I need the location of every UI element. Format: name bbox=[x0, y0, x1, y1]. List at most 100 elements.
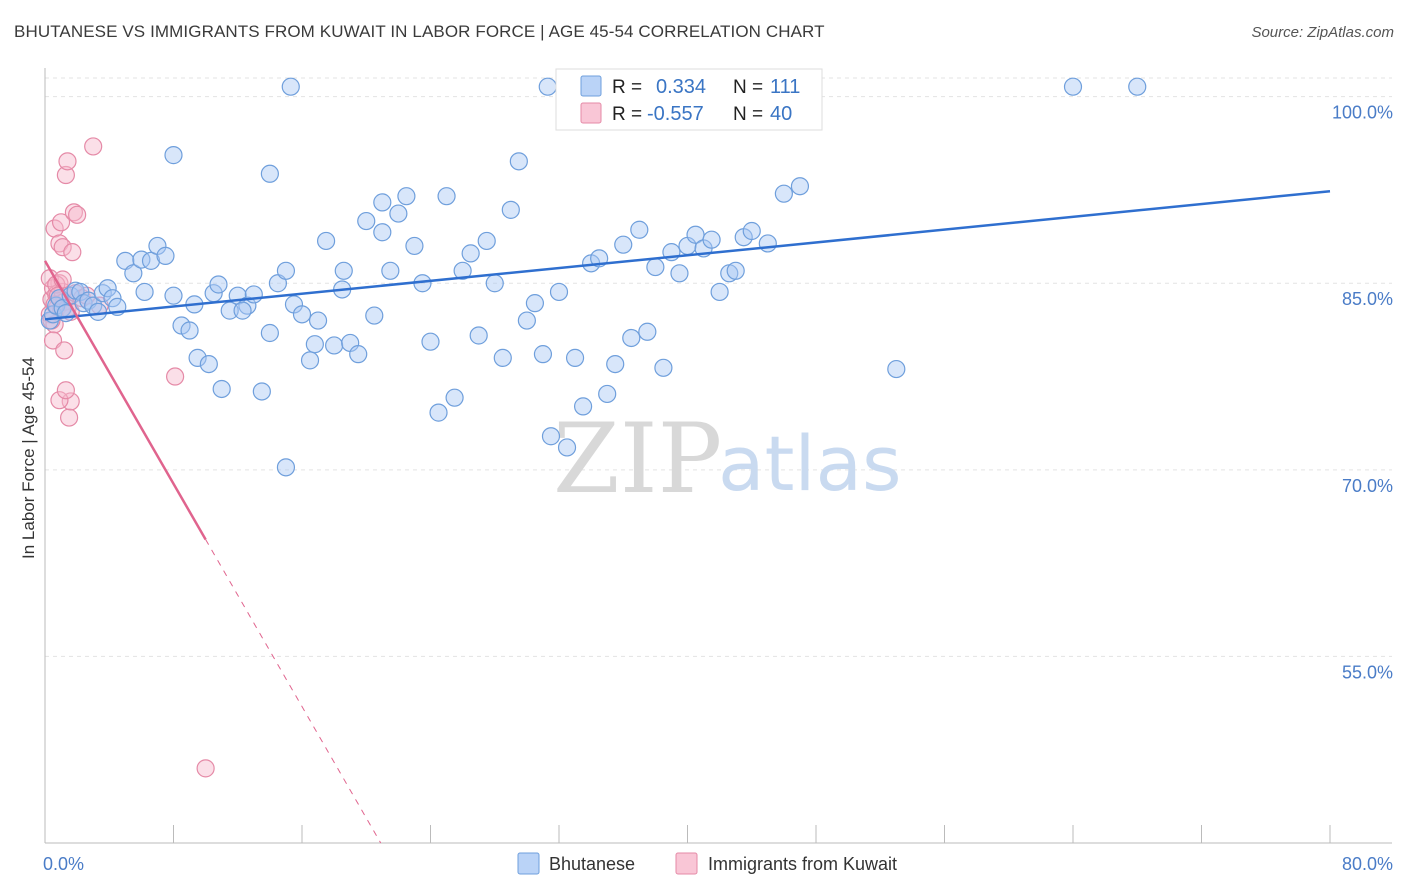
point-bhutanese bbox=[598, 384, 617, 404]
point-bhutanese bbox=[334, 261, 353, 280]
gridlines bbox=[45, 77, 1392, 657]
point-bhutanese bbox=[164, 146, 183, 165]
correlation-legend: R = 0.334 N = 111 R = -0.557 N = 40 bbox=[555, 68, 823, 131]
series-legend: Bhutanese Immigrants from Kuwait bbox=[517, 852, 897, 875]
point-bhutanese bbox=[135, 282, 154, 302]
point-bhutanese bbox=[538, 77, 557, 96]
point-bhutanese bbox=[445, 388, 464, 407]
point-bhutanese bbox=[233, 301, 252, 320]
trend-line-bhutanese bbox=[44, 189, 1331, 321]
point-bhutanese bbox=[103, 289, 122, 308]
point-bhutanese bbox=[209, 275, 228, 294]
y-tick-label: 55.0% bbox=[1342, 662, 1393, 682]
point-bhutanese bbox=[292, 305, 312, 324]
legend-r-value-bhutanese: 0.334 bbox=[656, 76, 706, 98]
point-bhutanese bbox=[1063, 77, 1083, 96]
point-immigrants-from-kuwait bbox=[64, 203, 84, 222]
point-immigrants-from-kuwait bbox=[68, 205, 87, 224]
y-tick-labels: 100.0% 85.0% 70.0% 55.0% bbox=[1332, 103, 1393, 683]
point-bhutanese bbox=[276, 261, 296, 280]
series-bhutanese bbox=[40, 77, 1147, 477]
point-bhutanese bbox=[557, 438, 577, 457]
legend-r-label-kuwait: R = bbox=[612, 104, 642, 125]
point-bhutanese bbox=[614, 235, 633, 254]
point-bhutanese bbox=[252, 382, 271, 401]
watermark-atlas: atlas bbox=[718, 419, 902, 508]
legend-n-value-kuwait: 40 bbox=[770, 103, 792, 125]
point-bhutanese bbox=[469, 326, 488, 345]
source-label: Source: ZipAtlas.com bbox=[1251, 24, 1394, 41]
point-bhutanese bbox=[276, 458, 296, 477]
point-bhutanese bbox=[132, 250, 151, 269]
chart-title: BHUTANESE VS IMMIGRANTS FROM KUWAIT IN L… bbox=[14, 22, 825, 41]
trend-lines bbox=[43, 189, 1331, 844]
x-tick-label-min: 0.0% bbox=[43, 854, 84, 874]
point-bhutanese bbox=[702, 230, 721, 249]
point-immigrants-from-kuwait bbox=[56, 165, 75, 185]
point-bhutanese bbox=[726, 261, 745, 280]
point-bhutanese bbox=[212, 379, 231, 399]
point-bhutanese bbox=[541, 427, 561, 446]
point-bhutanese bbox=[1128, 77, 1147, 96]
point-bhutanese bbox=[164, 286, 183, 305]
point-bhutanese bbox=[638, 322, 657, 341]
point-bhutanese bbox=[485, 274, 504, 293]
point-bhutanese bbox=[389, 204, 408, 223]
point-bhutanese bbox=[573, 397, 593, 416]
point-bhutanese bbox=[790, 177, 810, 196]
point-bhutanese bbox=[124, 264, 143, 283]
watermark-zip: ZIP bbox=[553, 403, 722, 515]
point-bhutanese bbox=[365, 306, 384, 325]
legend-n-label-kuwait: N = bbox=[733, 104, 763, 125]
point-immigrants-from-kuwait bbox=[53, 238, 72, 257]
point-bhutanese bbox=[774, 184, 793, 203]
point-bhutanese bbox=[509, 152, 528, 171]
point-bhutanese bbox=[429, 403, 448, 422]
point-bhutanese bbox=[325, 336, 344, 355]
point-bhutanese bbox=[300, 351, 320, 370]
point-bhutanese bbox=[305, 335, 324, 354]
point-bhutanese bbox=[453, 261, 472, 280]
point-bhutanese bbox=[349, 345, 368, 364]
point-bhutanese bbox=[244, 285, 263, 304]
point-bhutanese bbox=[461, 244, 480, 263]
x-tick-label-max: 80.0% bbox=[1342, 854, 1393, 874]
point-bhutanese bbox=[501, 200, 520, 219]
point-bhutanese bbox=[565, 348, 585, 367]
point-bhutanese bbox=[373, 223, 392, 242]
point-bhutanese bbox=[357, 211, 376, 231]
point-bhutanese bbox=[630, 220, 649, 239]
point-bhutanese bbox=[88, 302, 108, 321]
point-immigrants-from-kuwait bbox=[58, 152, 77, 171]
point-bhutanese bbox=[188, 348, 207, 367]
point-immigrants-from-kuwait bbox=[84, 137, 103, 156]
point-bhutanese bbox=[606, 354, 625, 374]
point-bhutanese bbox=[654, 358, 673, 377]
point-immigrants-from-kuwait bbox=[166, 367, 185, 386]
point-bhutanese bbox=[437, 187, 456, 206]
point-immigrants-from-kuwait bbox=[63, 243, 82, 262]
legend-r-label-bhutanese: R = bbox=[612, 77, 642, 98]
point-bhutanese bbox=[622, 328, 641, 348]
point-bhutanese bbox=[156, 246, 175, 265]
point-bhutanese bbox=[493, 348, 512, 367]
y-tick-label: 70.0% bbox=[1342, 476, 1393, 496]
point-bhutanese bbox=[533, 345, 553, 364]
series-legend-swatch-kuwait bbox=[675, 852, 698, 875]
point-bhutanese bbox=[308, 311, 328, 330]
legend-swatch-bhutanese bbox=[580, 75, 602, 97]
point-bhutanese bbox=[381, 261, 400, 280]
point-bhutanese bbox=[549, 282, 569, 302]
legend-n-value-bhutanese: 111 bbox=[770, 76, 800, 98]
point-immigrants-from-kuwait bbox=[56, 381, 75, 400]
point-bhutanese bbox=[316, 231, 336, 251]
point-bhutanese bbox=[710, 282, 729, 302]
point-bhutanese bbox=[405, 236, 424, 256]
series-legend-swatch-bhutanese bbox=[517, 852, 540, 875]
point-bhutanese bbox=[758, 234, 777, 253]
legend-r-value-kuwait: -0.557 bbox=[647, 103, 704, 125]
point-immigrants-from-kuwait bbox=[50, 391, 69, 410]
series-legend-label-bhutanese: Bhutanese bbox=[549, 854, 635, 874]
point-bhutanese bbox=[525, 294, 545, 313]
